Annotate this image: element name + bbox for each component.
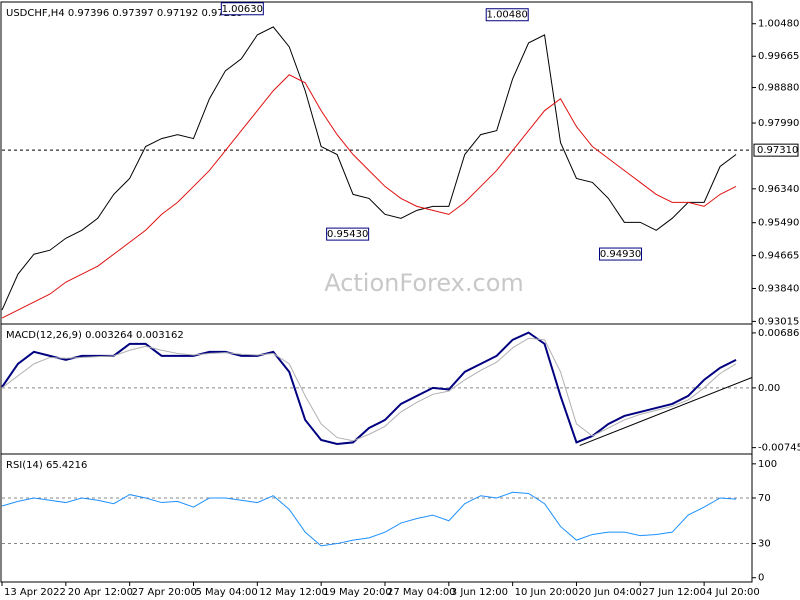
x-tick-label: 20 Jun 04:00 (578, 587, 642, 598)
x-tick-label: 4 Jul 20:00 (706, 587, 760, 598)
y-tick-label: 100 (758, 459, 777, 470)
y-tick-label: 70 (758, 493, 771, 504)
x-tick-label: 3 Jun 12:00 (451, 587, 508, 598)
last-price-label: 0.97310 (757, 145, 798, 156)
annotation-label: 0.95430 (327, 229, 368, 240)
x-tick-label: 10 Jun 20:00 (515, 587, 579, 598)
y-tick-label: 0.98880 (758, 83, 799, 94)
panel-title: MACD(12,26,9) 0.003264 0.003162 (6, 330, 184, 341)
series-line (1, 331, 737, 445)
x-tick-label: 13 Apr 2022 (4, 587, 66, 598)
y-tick-label: 0.93015 (758, 316, 799, 327)
panel-title: RSI(14) 65.4216 (6, 460, 87, 471)
series-line (1, 74, 737, 319)
y-tick-label: 0.00 (758, 383, 780, 394)
y-tick-label: -0.007454 (758, 443, 800, 454)
series-line (1, 491, 737, 547)
series-line (1, 26, 737, 311)
trendline (579, 377, 753, 447)
annotation-label: 1.00480 (487, 10, 528, 21)
annotation-label: 1.00630 (222, 4, 263, 15)
y-tick-label: 30 (758, 539, 771, 550)
series-line (1, 337, 737, 442)
panel-title: USDCHF,H4 0.97396 0.97397 0.97192 0.9721… (6, 8, 243, 19)
x-tick-label: 12 May 12:00 (259, 587, 328, 598)
x-tick-label: 19 May 20:00 (323, 587, 392, 598)
annotation-box (485, 8, 529, 22)
y-tick-label: 0.97990 (758, 118, 799, 129)
annotation-label: 0.94930 (600, 249, 641, 260)
x-tick-label: 5 May 04:00 (195, 587, 257, 598)
annotation-box (220, 2, 264, 16)
panel-frame (0, 453, 753, 583)
annotation-box (326, 227, 370, 241)
annotation-box (599, 247, 643, 261)
x-tick-label: 27 Apr 20:00 (132, 587, 197, 598)
x-tick-label: 20 Apr 12:00 (68, 587, 133, 598)
y-tick-label: 0.96340 (758, 184, 799, 195)
last-price-box (753, 143, 799, 157)
y-tick-label: 0 (758, 573, 764, 584)
y-tick-label: 0.006861 (758, 328, 800, 339)
x-tick-label: 27 Jun 12:00 (642, 587, 706, 598)
y-tick-label: 1.00480 (758, 19, 799, 30)
x-tick-label: 27 May 04:00 (387, 587, 456, 598)
y-tick-label: 0.94665 (758, 251, 799, 262)
watermark: ActionForex.com (324, 269, 524, 297)
y-tick-label: 0.95490 (758, 218, 799, 229)
y-tick-label: 0.99665 (758, 51, 799, 62)
y-tick-label: 0.93840 (758, 284, 799, 295)
